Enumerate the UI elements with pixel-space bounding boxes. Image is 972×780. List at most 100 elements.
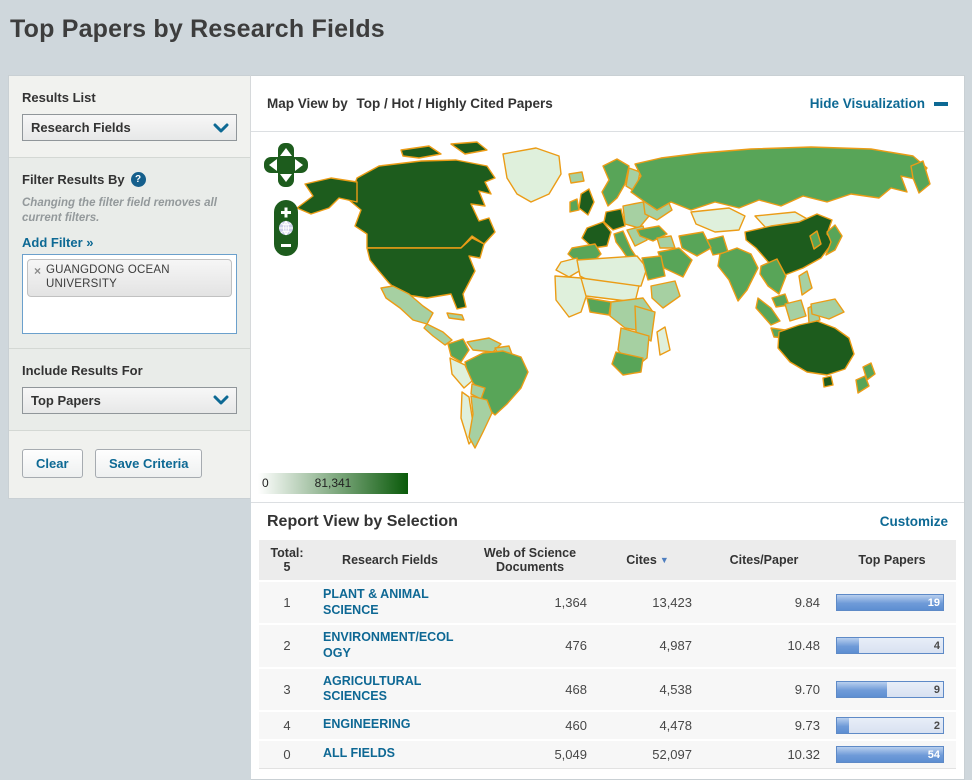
map-controls <box>263 142 309 262</box>
column-wos-documents[interactable]: Web of Science Documents <box>465 540 595 581</box>
map-legend: 0 81,341 <box>258 473 408 494</box>
map-pan-control[interactable] <box>263 142 309 188</box>
top-papers-bar: 9 <box>836 681 944 698</box>
row-rank: 2 <box>259 624 315 667</box>
hide-visualization-link[interactable]: Hide Visualization <box>810 96 948 111</box>
map-region-nigeria[interactable] <box>587 298 611 315</box>
table-row: 3 AGRICULTURAL SCIENCES 468 4,538 9.70 9 <box>259 668 956 711</box>
top-papers-value: 19 <box>928 597 940 609</box>
map-region-central-america[interactable] <box>424 324 452 345</box>
map-region-iceland[interactable] <box>569 172 584 183</box>
table-row: 0 ALL FIELDS 5,049 52,097 10.32 54 <box>259 740 956 769</box>
top-papers-bar-fill <box>837 638 859 653</box>
map-region-norway-sweden[interactable] <box>602 159 629 206</box>
map-region-borneo[interactable] <box>785 300 806 321</box>
row-rank: 1 <box>259 581 315 624</box>
clear-button[interactable]: Clear <box>22 449 83 478</box>
field-link[interactable]: ENVIRONMENT/ECOLOGY <box>323 630 457 661</box>
top-papers-bar: 19 <box>836 594 944 611</box>
map-region-madagascar[interactable] <box>657 327 670 355</box>
row-docs: 5,049 <box>465 740 595 769</box>
filter-tag[interactable]: × GUANGDONG OCEAN UNIVERSITY <box>27 259 232 297</box>
map-region-australia[interactable] <box>778 321 854 375</box>
chevron-down-icon <box>206 388 236 413</box>
top-papers-value: 2 <box>934 720 940 732</box>
row-cites-per-paper: 9.84 <box>700 581 828 624</box>
save-criteria-button[interactable]: Save Criteria <box>95 449 203 478</box>
legend-min: 0 <box>262 476 269 490</box>
filter-box[interactable]: × GUANGDONG OCEAN UNIVERSITY <box>22 254 237 334</box>
field-link[interactable]: ENGINEERING <box>323 717 457 733</box>
table-row: 2 ENVIRONMENT/ECOLOGY 476 4,987 10.48 4 <box>259 624 956 667</box>
actions-section: Clear Save Criteria <box>9 431 250 498</box>
row-cites: 52,097 <box>595 740 700 769</box>
map-region-russia[interactable] <box>631 147 927 210</box>
table-row: 4 ENGINEERING 460 4,478 9.73 2 <box>259 711 956 740</box>
help-icon[interactable]: ? <box>131 172 146 187</box>
map-region-cuba[interactable] <box>447 313 464 320</box>
map-region-horn[interactable] <box>651 281 680 308</box>
content-layout: Results List Research Fields Filter Resu… <box>8 75 964 780</box>
include-results-label: Include Results For <box>22 363 237 378</box>
include-results-select[interactable]: Top Papers <box>22 387 237 414</box>
top-papers-value: 4 <box>934 640 940 652</box>
filter-section: Filter Results By ? Changing the filter … <box>9 158 250 349</box>
report-view-title: Selection <box>387 513 458 530</box>
row-docs: 468 <box>465 668 595 711</box>
map-region-uk[interactable] <box>579 189 594 215</box>
table-header-row: Total: 5 Research Fields Web of Science … <box>259 540 956 581</box>
field-link[interactable]: AGRICULTURAL SCIENCES <box>323 674 457 705</box>
page-header: Top Papers by Research Fields <box>0 0 972 62</box>
results-list-label: Results List <box>22 90 237 105</box>
report-view-title-prefix: Report View by <box>267 513 382 530</box>
field-link[interactable]: PLANT & ANIMAL SCIENCE <box>323 587 457 618</box>
map-view-title: Top / Hot / Highly Cited Papers <box>357 96 553 111</box>
include-results-section: Include Results For Top Papers <box>9 349 250 431</box>
row-cites: 4,987 <box>595 624 700 667</box>
add-filter-link[interactable]: Add Filter » <box>22 235 94 250</box>
map-region-greenland[interactable] <box>503 148 561 202</box>
field-link[interactable]: ALL FIELDS <box>323 746 457 762</box>
map-region-egypt[interactable] <box>642 256 665 280</box>
row-cites: 13,423 <box>595 581 700 624</box>
column-research-fields[interactable]: Research Fields <box>315 540 465 581</box>
results-list-selected: Research Fields <box>31 120 131 135</box>
column-top-papers[interactable]: Top Papers <box>828 540 956 581</box>
row-rank: 4 <box>259 711 315 740</box>
map-region-france[interactable] <box>582 222 611 248</box>
column-cites-per-paper[interactable]: Cites/Paper <box>700 540 828 581</box>
sort-desc-icon: ▼ <box>660 555 669 565</box>
map-region-kamchatka[interactable] <box>911 161 930 193</box>
map-area: 0 81,341 <box>251 132 964 502</box>
map-region-ireland[interactable] <box>570 199 579 212</box>
zoom-out-icon <box>281 244 291 247</box>
map-region-kazakhstan[interactable] <box>691 208 745 232</box>
map-view-title-prefix: Map View by <box>267 96 348 111</box>
row-docs: 460 <box>465 711 595 740</box>
remove-tag-icon[interactable]: × <box>34 264 41 278</box>
top-papers-bar-fill <box>837 682 887 697</box>
legend-max: 81,341 <box>315 476 352 490</box>
report-view-header: Report View by Selection Customize <box>251 502 964 540</box>
chevron-down-icon <box>206 115 236 140</box>
world-map[interactable] <box>251 136 959 466</box>
row-cites: 4,538 <box>595 668 700 711</box>
map-region-india[interactable] <box>718 248 758 301</box>
filter-tag-label: GUANGDONG OCEAN UNIVERSITY <box>46 263 223 292</box>
row-rank: 0 <box>259 740 315 769</box>
row-cites-per-paper: 9.73 <box>700 711 828 740</box>
map-region-philippines[interactable] <box>799 271 812 295</box>
report-table-body: 1 PLANT & ANIMAL SCIENCE 1,364 13,423 9.… <box>259 581 956 768</box>
map-region-usa[interactable] <box>367 238 484 309</box>
column-cites[interactable]: Cites▼ <box>595 540 700 581</box>
top-papers-value: 9 <box>934 684 940 696</box>
map-region-argentina[interactable] <box>469 396 492 448</box>
results-list-select[interactable]: Research Fields <box>22 114 237 141</box>
map-region-tasmania[interactable] <box>823 376 833 387</box>
map-region-canada[interactable] <box>349 160 495 248</box>
map-zoom-control[interactable] <box>273 199 299 257</box>
map-region-iraq[interactable] <box>657 236 675 248</box>
customize-link[interactable]: Customize <box>880 514 948 529</box>
top-papers-bar-fill <box>837 718 849 733</box>
filter-note: Changing the filter field removes all cu… <box>22 196 237 226</box>
